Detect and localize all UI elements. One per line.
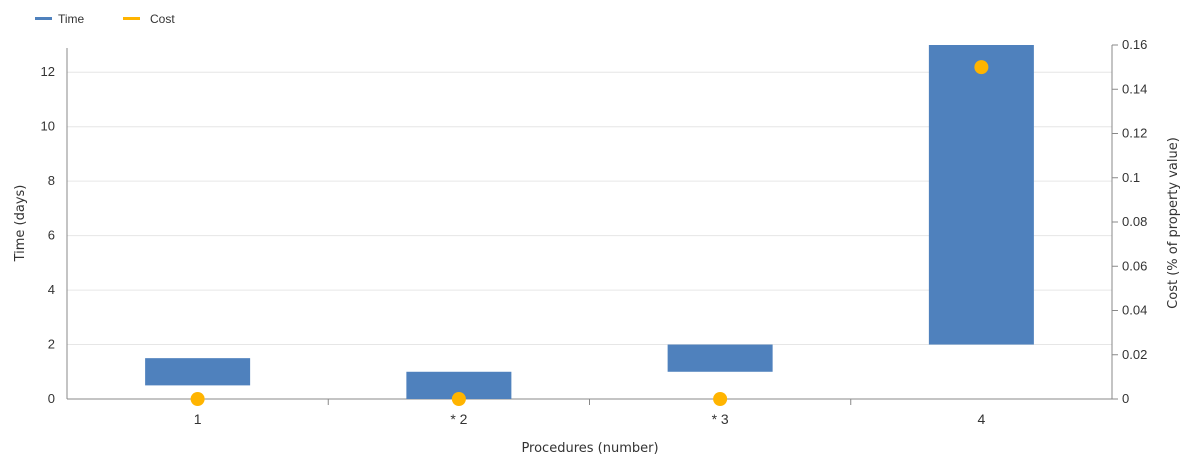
legend-label-time: Time [58, 12, 85, 26]
time-bars [145, 45, 1034, 399]
x-tick-label: 1 [194, 411, 202, 427]
x-tick-label: * 3 [712, 411, 729, 427]
y-tick-label: 0 [48, 391, 55, 406]
y2-tick-label: 0.16 [1122, 37, 1147, 52]
cost-points [190, 60, 989, 406]
chart-legend: Time Cost [35, 12, 175, 26]
y-tick-label: 12 [41, 64, 55, 79]
legend-swatch-time [35, 17, 52, 20]
y2-tick-label: 0 [1122, 391, 1129, 406]
y-tick-label: 10 [41, 119, 55, 134]
y2-tick-label: 0.08 [1122, 214, 1147, 229]
y-axis-title: Time (days) [13, 185, 28, 263]
y-tick-label: 2 [48, 337, 55, 352]
time-bar [667, 344, 773, 372]
axes [66, 44, 1118, 405]
y2-tick-label: 0.1 [1122, 170, 1140, 185]
x-tick-label: 4 [977, 411, 985, 427]
time-bar [145, 358, 251, 386]
cost-point [974, 60, 989, 75]
cost-point [190, 392, 205, 406]
legend-swatch-cost [123, 17, 140, 20]
x-tick-label: * 2 [450, 411, 467, 427]
y2-axis-title: Cost (% of property value) [1166, 137, 1181, 309]
time-bar [928, 45, 1034, 345]
y-tick-label: 8 [48, 173, 55, 188]
axis-labels: 0 2 4 6 8 10 12 0 0.02 0.04 0.06 0.08 0.1 0.12 0.14 0.1… [41, 37, 1148, 427]
y-tick-label: 4 [48, 282, 55, 297]
y2-tick-label: 0.12 [1122, 126, 1147, 141]
legend-label-cost: Cost [150, 12, 175, 26]
x-axis-title: Procedures (number) [521, 441, 658, 455]
cost-point [713, 392, 728, 406]
y2-tick-label: 0.02 [1122, 347, 1147, 362]
y2-tick-label: 0.06 [1122, 258, 1147, 273]
y2-tick-label: 0.14 [1122, 81, 1147, 96]
y2-tick-label: 0.04 [1122, 303, 1147, 318]
legend-item-cost[interactable]: Cost [123, 12, 175, 26]
y-tick-label: 6 [48, 228, 55, 243]
legend-item-time[interactable]: Time [35, 12, 85, 26]
cost-point [451, 392, 466, 406]
